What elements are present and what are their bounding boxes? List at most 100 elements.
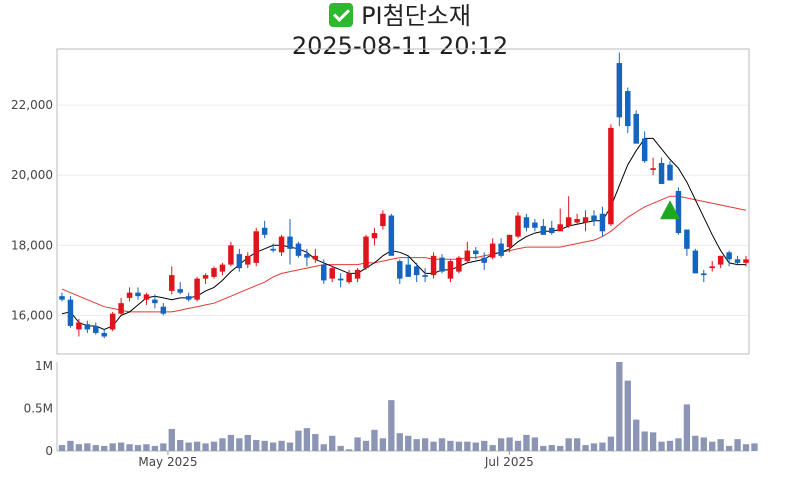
candlestick: [684, 229, 690, 256]
volume-bar: [607, 436, 615, 451]
candle-body: [591, 215, 597, 221]
candle-body: [675, 190, 682, 234]
candlestick: [321, 259, 327, 284]
volume-bar: [329, 435, 336, 451]
candle-body: [152, 299, 158, 304]
candlestick: [295, 241, 302, 258]
volume-bar: [168, 428, 175, 451]
price-tick-label: 18,000: [11, 238, 53, 252]
candlestick: [371, 227, 378, 246]
volume-bar: [582, 445, 589, 451]
candlestick: [160, 303, 167, 316]
candle-body: [185, 296, 192, 300]
candlestick: [498, 238, 504, 258]
candle-body: [270, 248, 276, 251]
candlestick: [591, 210, 597, 227]
volume-bar: [337, 445, 344, 451]
candlestick: [152, 294, 158, 309]
volume-bar: [523, 434, 530, 451]
chart-title: PI첨단소재 2025-08-11 20:12: [0, 0, 800, 61]
candle-body: [59, 296, 65, 300]
candle-body: [380, 213, 386, 227]
volume-bar: [683, 404, 691, 451]
candle-body: [354, 269, 361, 279]
candle-body: [304, 254, 310, 258]
candlestick: [312, 248, 319, 263]
volume-bar: [67, 440, 74, 451]
volume-bar: [751, 443, 758, 451]
candle-body: [540, 226, 547, 235]
volume-bar: [573, 438, 581, 451]
volume-bar: [295, 430, 302, 451]
candle-body: [523, 217, 530, 228]
moving-averages: [61, 137, 747, 331]
candle-body: [515, 215, 521, 237]
candle-body: [194, 278, 200, 300]
candlestick: [734, 255, 741, 265]
volume-bar: [481, 440, 488, 451]
candle-body: [363, 236, 369, 269]
candle-body: [118, 303, 124, 314]
candlestick: [692, 248, 699, 274]
volume-bar: [421, 438, 429, 451]
candle-body: [278, 236, 285, 253]
candlestick: [143, 292, 150, 305]
volume-bar: [658, 441, 665, 451]
candlestick: [574, 213, 580, 225]
volume-bar: [464, 441, 471, 451]
volume-bar: [725, 445, 733, 451]
candlestick: [329, 266, 335, 283]
candlestick: [413, 262, 420, 283]
candlestick: [557, 208, 563, 232]
candlestick: [464, 241, 471, 263]
volume-bar: [540, 445, 547, 451]
volume-bar: [413, 439, 420, 451]
candle-body: [498, 243, 504, 256]
candle-body: [177, 289, 183, 293]
volume-bar: [101, 445, 108, 451]
volume-bar: [438, 438, 446, 451]
volume-bar: [590, 443, 598, 451]
candle-body: [228, 245, 234, 265]
volume-bar: [388, 400, 395, 451]
volume-bar: [624, 380, 631, 451]
candle-body: [321, 264, 327, 281]
candle-body: [473, 250, 479, 255]
candle-body: [312, 255, 319, 260]
candle-body: [464, 250, 471, 262]
candle-body: [489, 243, 496, 258]
volume-bar: [219, 438, 226, 451]
volume-bar: [362, 440, 370, 451]
volume-bar: [244, 434, 251, 451]
volume-bar: [430, 441, 437, 451]
volume-bar: [616, 362, 623, 451]
candle-body: [346, 273, 352, 283]
candlestick: [667, 161, 673, 181]
candle-body: [430, 255, 437, 276]
price-tick-label: 20,000: [11, 168, 53, 182]
candlestick: [397, 259, 403, 284]
volume-bar: [236, 438, 243, 451]
gridlines: [57, 104, 749, 316]
candle-body: [574, 219, 580, 223]
volume-bar: [709, 441, 716, 451]
volume-bar: [557, 445, 564, 451]
candlestick: [582, 210, 589, 232]
candlestick: [337, 273, 344, 288]
candle-body: [743, 259, 749, 263]
candle-body: [439, 257, 445, 272]
candlestick: [228, 241, 234, 267]
candle-body: [413, 266, 420, 276]
candlestick: [185, 292, 192, 302]
candle-body: [582, 217, 589, 223]
ma-long-line: [61, 195, 747, 313]
candle-body: [625, 91, 631, 127]
volume-bar: [312, 434, 319, 451]
candle-body: [667, 164, 673, 181]
candle-body: [481, 257, 487, 263]
candlestick: [709, 261, 715, 272]
volume-bar: [633, 419, 640, 451]
candlestick: [506, 234, 513, 253]
volume-bar: [320, 444, 327, 451]
candle-body: [599, 213, 606, 232]
